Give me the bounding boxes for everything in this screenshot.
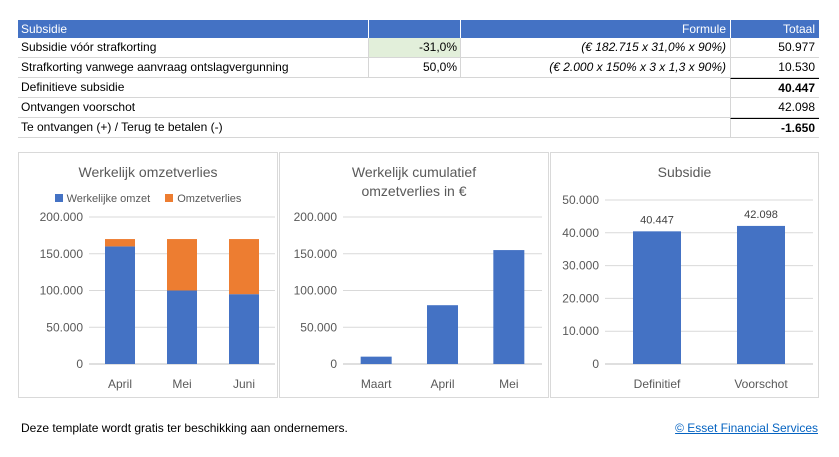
x-tick-label: Definitief xyxy=(634,377,681,391)
row-label[interactable]: Te ontvangen (+) / Terug te betalen (-) xyxy=(21,120,223,134)
bar-werkelijke-omzet xyxy=(167,290,197,364)
legend-swatch-orange xyxy=(165,194,174,202)
header-pct xyxy=(368,20,460,38)
legend-label: Omzetverlies xyxy=(177,193,242,205)
row-total[interactable]: 10.530 xyxy=(730,58,819,77)
header-total: Totaal xyxy=(730,20,819,38)
chart-plot: 0 50.000 100.000 150.000 200.000 April Mei Juni xyxy=(40,210,275,391)
y-tick-label: 50.000 xyxy=(562,193,599,207)
x-tick-label: Juni xyxy=(233,377,255,391)
bar xyxy=(493,250,525,364)
y-tick-label: 0 xyxy=(76,357,83,371)
x-tick-label: April xyxy=(108,377,132,391)
y-tick-label: 30.000 xyxy=(562,259,599,273)
x-tick-label: April xyxy=(430,377,454,391)
y-tick-label: 50.000 xyxy=(300,320,337,334)
bar xyxy=(737,225,785,364)
table-row: Ontvangen voorschot 42.098 xyxy=(18,98,819,118)
row-total[interactable]: 50.977 xyxy=(730,38,819,57)
legend-label: Werkelijke omzet xyxy=(66,193,151,205)
y-tick-label: 50.000 xyxy=(46,320,83,334)
bar-omzetverlies xyxy=(105,239,135,247)
chart-omzetverlies[interactable]: Werkelijk omzetverlies Werkelijke omzet … xyxy=(18,152,278,398)
y-tick-label: 40.000 xyxy=(562,226,599,240)
legend-swatch-blue xyxy=(54,194,63,202)
row-total[interactable]: 40.447 xyxy=(730,78,819,97)
table-row: Strafkorting vanwege aanvraag ontslagver… xyxy=(18,58,819,78)
chart-title-line-1: Werkelijk cumulatief xyxy=(351,164,477,180)
chart-plot: 0 50.000 100.000 150.000 200.000 Maart April Me… xyxy=(294,210,542,391)
chart-title: Werkelijk omzetverlies xyxy=(78,164,218,180)
row-label[interactable]: Subsidie vóór strafkorting xyxy=(21,40,157,54)
row-total[interactable]: -1.650 xyxy=(730,118,819,137)
y-tick-label: 150.000 xyxy=(294,247,338,261)
x-tick-label: Mei xyxy=(172,377,191,391)
row-label[interactable]: Strafkorting vanwege aanvraag ontslagver… xyxy=(21,60,289,74)
bar-werkelijke-omzet xyxy=(105,246,135,364)
y-tick-label: 0 xyxy=(592,357,599,371)
row-formula[interactable]: (€ 182.715 x 31,0% x 90%) xyxy=(460,38,730,57)
table-row: Subsidie vóór strafkorting -31,0% (€ 182… xyxy=(18,38,819,58)
bar-omzetverlies xyxy=(167,239,197,291)
x-tick-label: Maart xyxy=(361,377,392,391)
y-tick-label: 100.000 xyxy=(40,284,84,298)
bar-omzetverlies xyxy=(229,239,259,295)
data-label: 42.098 xyxy=(744,209,778,221)
y-tick-label: 0 xyxy=(330,357,337,371)
subsidie-table: Subsidie Formule Totaal Subsidie vóór st… xyxy=(18,20,819,138)
row-label[interactable]: Definitieve subsidie xyxy=(21,80,125,94)
row-formula[interactable]: (€ 2.000 x 150% x 3 x 1,3 x 90%) xyxy=(460,58,730,77)
table-header-row: Subsidie Formule Totaal xyxy=(18,20,819,38)
data-label: 40.447 xyxy=(640,214,674,226)
legend-item: Werkelijke omzet xyxy=(54,193,151,205)
y-tick-label: 200.000 xyxy=(294,210,338,224)
legend-item: Omzetverlies xyxy=(165,193,241,205)
chart-plot: 0 10.000 20.000 30.000 40.000 50.000 40.447 Def… xyxy=(562,193,813,391)
chart-title-line-2: omzetverlies in € xyxy=(361,183,467,199)
chart-cumulatief[interactable]: Werkelijk cumulatief omzetverlies in € 0… xyxy=(279,152,549,398)
esset-link[interactable]: © Esset Financial Services xyxy=(675,421,818,435)
header-label: Subsidie xyxy=(21,22,68,36)
row-total[interactable]: 42.098 xyxy=(730,98,819,117)
table-row: Te ontvangen (+) / Terug te betalen (-) … xyxy=(18,118,819,138)
y-tick-label: 150.000 xyxy=(40,247,84,261)
bar-werkelijke-omzet xyxy=(229,294,259,364)
bar xyxy=(633,231,681,364)
y-tick-label: 20.000 xyxy=(562,291,599,305)
y-tick-label: 10.000 xyxy=(562,324,599,338)
bar xyxy=(360,356,392,364)
y-tick-label: 200.000 xyxy=(40,210,84,224)
chart-legend: Werkelijke omzet Omzetverlies xyxy=(19,193,277,205)
y-tick-label: 100.000 xyxy=(294,284,338,298)
chart-title: Subsidie xyxy=(657,164,712,180)
x-tick-label: Mei xyxy=(499,377,518,391)
bar xyxy=(427,305,458,364)
x-tick-label: Voorschot xyxy=(734,377,788,391)
row-pct[interactable]: 50,0% xyxy=(368,58,460,77)
row-pct-input[interactable]: -31,0% xyxy=(368,38,460,57)
header-formula: Formule xyxy=(460,20,730,38)
footer-note: Deze template wordt gratis ter beschikki… xyxy=(21,421,348,435)
table-row: Definitieve subsidie 40.447 xyxy=(18,78,819,98)
chart-subsidie[interactable]: Subsidie 0 10.000 20.000 30.000 40.000 50.000… xyxy=(550,152,819,398)
row-label[interactable]: Ontvangen voorschot xyxy=(21,100,136,114)
